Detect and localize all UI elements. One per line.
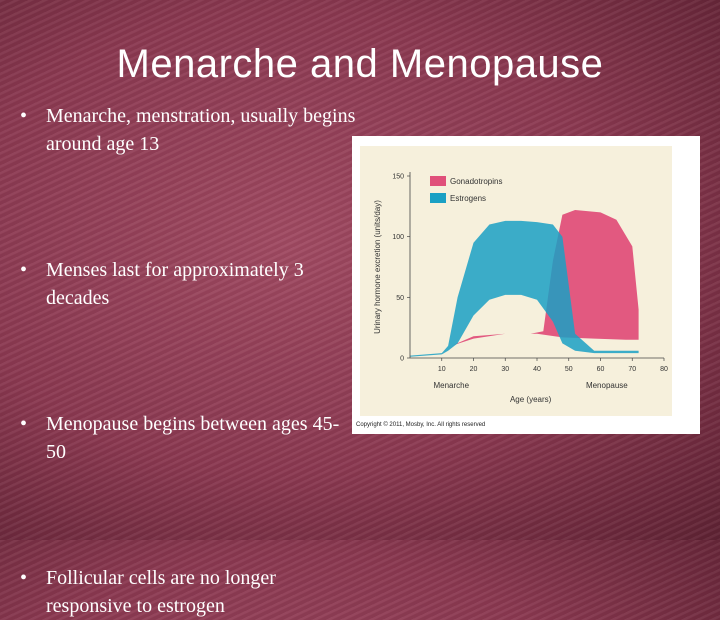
bullet-text: Follicular cells are no longer responsiv…	[46, 567, 276, 617]
legend-swatch	[430, 193, 446, 203]
y-tick-label: 50	[396, 295, 404, 302]
x-tick-label: 70	[628, 366, 636, 373]
y-tick-label: 0	[400, 356, 404, 363]
x-axis-label: Age (years)	[510, 395, 552, 404]
bullet-text: Menarche, menstration, usually begins ar…	[46, 105, 356, 155]
legend-label: Gonadotropins	[450, 177, 502, 186]
menopause-annotation: Menopause	[586, 381, 628, 390]
y-tick-label: 150	[392, 174, 404, 181]
legend-label: Estrogens	[450, 194, 486, 203]
x-tick-label: 10	[438, 366, 446, 373]
chart-areas	[410, 210, 639, 357]
copyright-text: Copyright © 2011, Mosby, Inc. All rights…	[356, 421, 485, 428]
bullet-dot-icon: •	[20, 105, 28, 127]
bullet-text: Menses last for approximately 3 decades	[46, 259, 304, 309]
bullet-list: • Menarche, menstration, usually begins a…	[14, 102, 359, 617]
x-tick-label: 80	[660, 366, 668, 373]
chart-ticks: 0 50 100 150 10 20 30 40 50 60 70 80	[392, 174, 668, 374]
series-area-estrogens	[410, 220, 639, 357]
bullet-text: Menopause begins between ages 45-50	[46, 413, 340, 463]
bullet-dot-icon: •	[20, 259, 28, 281]
bullet-item: • Menarche, menstration, usually begins a…	[14, 102, 359, 158]
bullet-item: • Menses last for approximately 3 decades	[14, 256, 359, 312]
x-tick-label: 50	[565, 366, 573, 373]
chart-legend: Gonadotropins Estrogens	[430, 176, 502, 203]
bullet-dot-icon: •	[20, 413, 28, 435]
series-area-gonadotropins	[410, 210, 639, 356]
x-tick-label: 40	[533, 366, 541, 373]
x-tick-label: 30	[501, 366, 509, 373]
y-axis-label: Urinary hormone excretion (units/day)	[373, 200, 382, 334]
bullet-dot-icon: •	[20, 567, 28, 589]
bullet-item: • Menopause begins between ages 45-50	[14, 410, 359, 466]
x-tick-label: 20	[470, 366, 478, 373]
y-tick-label: 100	[392, 234, 404, 241]
hormone-chart-figure: 0 50 100 150 10 20 30 40 50 60 70 80 Gonadotropins E…	[352, 136, 700, 434]
slide-title: Menarche and Menopause	[116, 42, 604, 86]
menarche-annotation: Menarche	[433, 381, 469, 390]
x-tick-label: 60	[597, 366, 605, 373]
legend-swatch	[430, 176, 446, 186]
bullet-item: • Follicular cells are no longer responsi…	[14, 564, 359, 620]
hormone-chart: 0 50 100 150 10 20 30 40 50 60 70 80 Gonadotropins E…	[356, 146, 672, 428]
